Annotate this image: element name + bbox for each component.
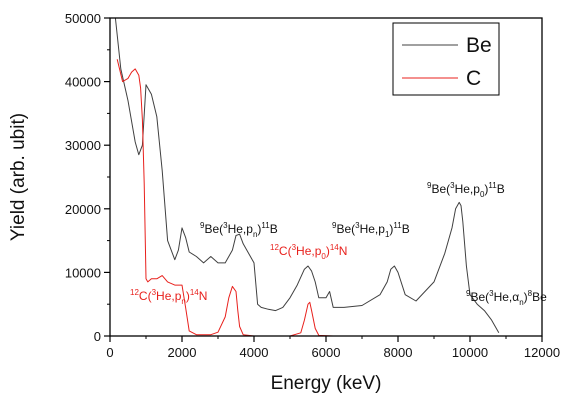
annotation-be-p0: 9Be(3He,p0)11B xyxy=(427,181,505,199)
annotation-be-an: 9Be(3He,αn)8Be xyxy=(466,289,547,307)
y-tick-label: 50000 xyxy=(65,11,101,26)
x-tick-label: 6000 xyxy=(312,345,341,360)
y-axis-label: Yield (arb. ubit) xyxy=(8,113,29,241)
legend-label-be: Be xyxy=(466,34,492,57)
y-tick-label: 30000 xyxy=(65,138,101,153)
y-axis: 0 10000 20000 30000 40000 50000 xyxy=(65,11,110,344)
x-tick-label: 2000 xyxy=(168,345,197,360)
y-tick-label: 20000 xyxy=(65,202,101,217)
series-line-be xyxy=(114,17,500,334)
annotation-c-pn: 12C(3He,pn)14N xyxy=(130,288,207,306)
annotation-be-p1: 9Be(3He,p1)11B xyxy=(332,221,410,239)
annotation-be-pn: 9Be(3He,pn)11B xyxy=(200,221,278,239)
x-axis: 0 2000 4000 6000 8000 10000 12000 xyxy=(106,336,560,360)
x-tick-label: 10000 xyxy=(452,345,488,360)
x-tick-label: 0 xyxy=(106,345,113,360)
annotations: 9Be(3He,p0)11B 9Be(3He,pn)11B 9Be(3He,p1… xyxy=(130,181,547,307)
legend-box xyxy=(392,22,500,96)
y-tick-label: 10000 xyxy=(65,265,101,280)
legend-label-c: C xyxy=(466,67,481,90)
annotation-c-p0: 12C(3He,p0)14N xyxy=(270,243,347,261)
legend: Be C xyxy=(392,22,500,96)
x-tick-label: 8000 xyxy=(384,345,413,360)
y-tick-label: 40000 xyxy=(65,75,101,90)
x-tick-label: 4000 xyxy=(240,345,269,360)
series-layer xyxy=(114,17,542,337)
x-axis-label: Energy (keV) xyxy=(271,373,382,394)
x-tick-label: 12000 xyxy=(524,345,560,360)
y-tick-label: 0 xyxy=(94,329,101,344)
series-line-c xyxy=(116,59,542,337)
